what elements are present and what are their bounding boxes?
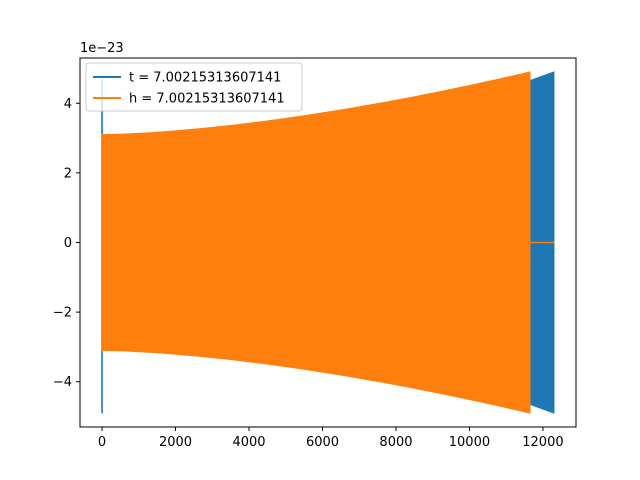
y-tick-label: −2 <box>53 306 72 321</box>
x-tick-label: 4000 <box>232 435 265 450</box>
x-tick-label: 6000 <box>306 435 339 450</box>
legend-label: t = 7.00215313607141 <box>129 71 281 86</box>
legend-label: h = 7.00215313607141 <box>129 92 285 107</box>
y-tick-label: 2 <box>64 166 72 181</box>
legend-box <box>85 62 303 112</box>
y-tick-label: 4 <box>64 97 72 112</box>
x-axis: 0 2000 4000 6000 8000 10000 12000 <box>98 427 564 450</box>
legend: t = 7.00215313607141 h = 7.00215313607141 <box>85 62 303 112</box>
x-tick-label: 8000 <box>379 435 412 450</box>
series-h-envelope <box>101 71 531 414</box>
y-axis: −4 −2 0 2 4 <box>53 97 80 390</box>
y-offset-text: 1e−23 <box>80 41 124 56</box>
x-tick-label: 2000 <box>159 435 192 450</box>
plot-area <box>101 71 555 414</box>
y-tick-label: −4 <box>53 375 72 390</box>
x-tick-label: 10000 <box>449 435 490 450</box>
y-tick-label: 0 <box>64 236 72 251</box>
x-tick-label: 12000 <box>522 435 563 450</box>
x-tick-label: 0 <box>98 435 106 450</box>
